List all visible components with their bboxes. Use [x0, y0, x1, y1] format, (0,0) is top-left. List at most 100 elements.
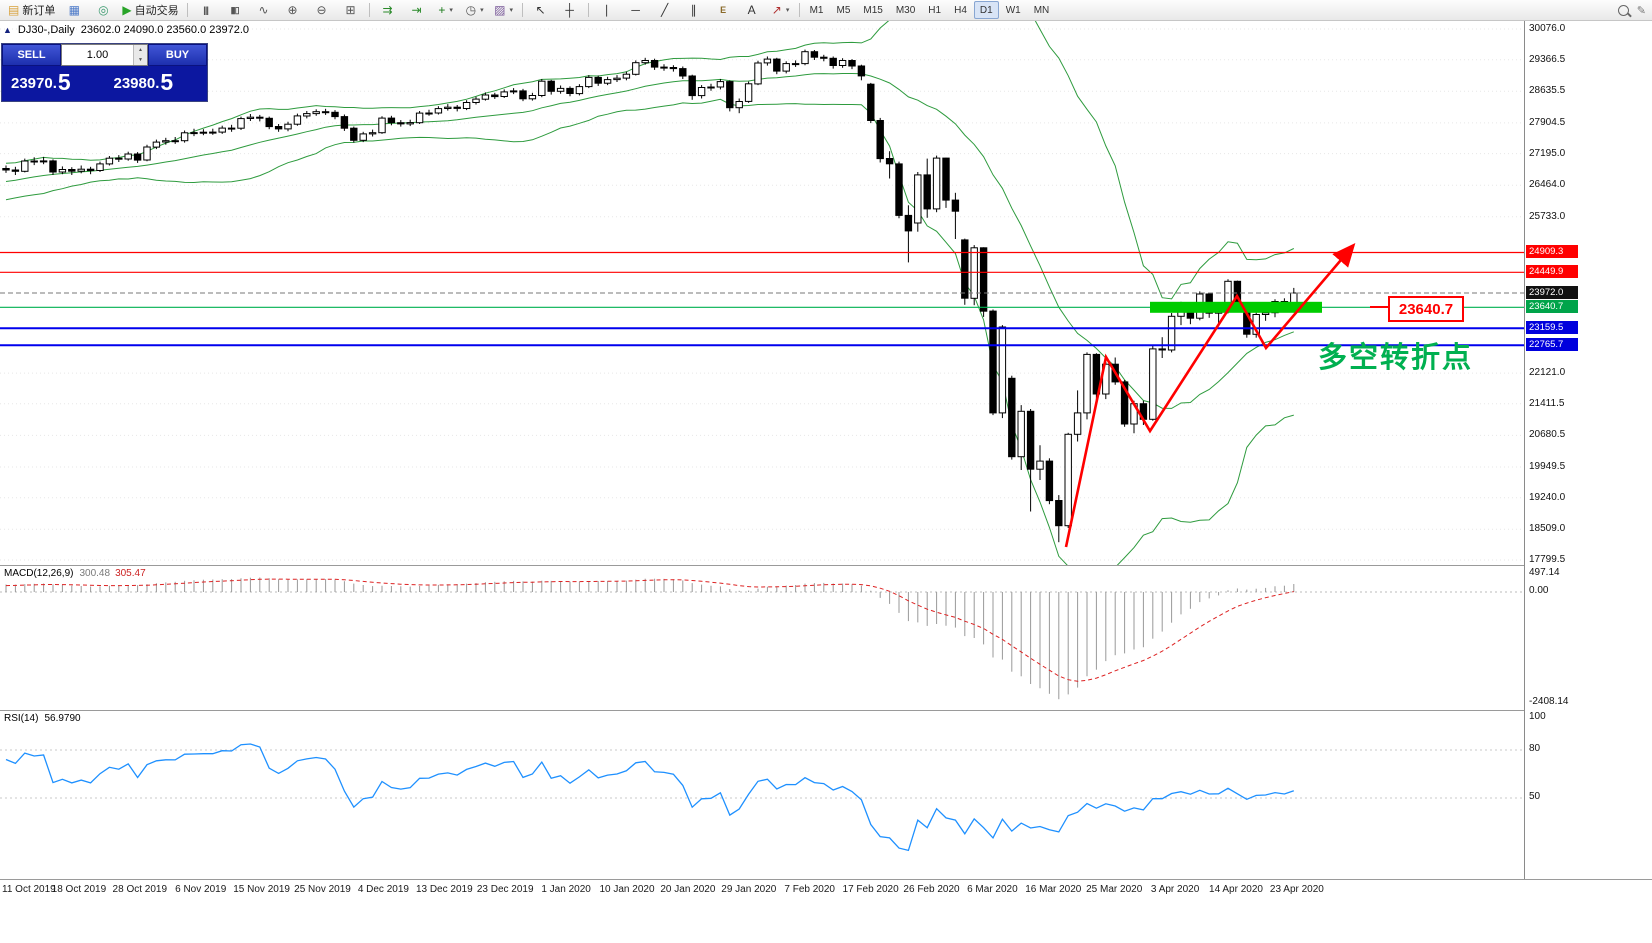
volume-value[interactable]: 1.00: [86, 49, 109, 61]
sell-price-display[interactable]: 23970. 5: [2, 66, 105, 101]
bull-candle: [124, 153, 132, 160]
price-axis-tick: 29366.5: [1529, 53, 1566, 65]
support-zone-rectangle[interactable]: [1150, 301, 1322, 313]
buy-price-main: 23980.: [113, 75, 160, 92]
fibonacci-icon[interactable]: E: [709, 0, 737, 20]
bear-candle: [829, 57, 837, 66]
charts-window-icon[interactable]: ▦: [60, 0, 88, 20]
price-axis[interactable]: 30076.0 29366.5 28635.5 27904.5 27195.0 26464…: [1524, 20, 1652, 879]
bear-candle: [274, 126, 283, 130]
zoom-out-icon[interactable]: ⊖: [308, 0, 336, 20]
search-icon[interactable]: [1617, 4, 1629, 16]
buy-price-display[interactable]: 23980. 5: [105, 66, 208, 101]
candlestick-chart-icon[interactable]: ▮▯: [221, 0, 249, 20]
bear-candle: [397, 122, 405, 125]
zoom-in-icon-glyph: ⊕: [287, 3, 298, 17]
templates-icon[interactable]: ▨ ▾: [490, 0, 518, 20]
rsi-indicator-canvas[interactable]: [0, 711, 1524, 879]
timeframe-button-m30[interactable]: M30: [895, 4, 916, 16]
timeframe-button-m5[interactable]: M5: [836, 4, 851, 16]
tile-windows-icon[interactable]: ⊞: [337, 0, 365, 20]
timeframe-button-m15[interactable]: M15: [863, 4, 883, 16]
bull-candle: [838, 60, 847, 66]
timeframe-button-m1[interactable]: M1: [809, 4, 824, 16]
crosshair-icon[interactable]: ┼: [556, 0, 584, 20]
timeframe-button-h4[interactable]: H4: [954, 4, 967, 16]
auto-trading-button[interactable]: ▶ 自动交易: [118, 0, 182, 20]
horizontal-line-icon[interactable]: ─: [622, 0, 650, 20]
macd-signal-line: [5, 578, 1294, 682]
bull-candle: [763, 58, 772, 64]
timeframe-button-w1[interactable]: W1: [1005, 4, 1021, 16]
indicators-icon[interactable]: + ▾: [432, 0, 460, 20]
toolbar-right-group: ✎: [1617, 4, 1652, 17]
price-axis-tick: 21411.5: [1529, 397, 1565, 409]
periods-icon-glyph: ◷: [465, 3, 477, 17]
timeframe-button-d1[interactable]: D1: [973, 1, 999, 19]
time-axis-label: 15 Nov 2019: [233, 884, 290, 895]
caret-down-icon: ▾: [509, 7, 513, 14]
price-axis-tick: 26464.0: [1529, 179, 1566, 191]
trend-zigzag-arrow[interactable]: [1064, 243, 1356, 548]
trendline-icon[interactable]: ╱: [651, 0, 679, 20]
bull-candle: [1261, 312, 1270, 315]
bear-candle: [547, 80, 555, 92]
sell-button[interactable]: SELL: [2, 44, 61, 66]
arrows-tool-icon-glyph: ↗: [771, 3, 782, 17]
bear-candle: [848, 60, 856, 67]
timeframe-button-mn[interactable]: MN: [1033, 4, 1050, 16]
price-line-badge: 23640.7: [1526, 300, 1578, 314]
market-watch-icon-glyph: ◎: [98, 3, 109, 17]
zoom-in-icon[interactable]: ⊕: [279, 0, 307, 20]
bear-candle: [961, 239, 969, 299]
bear-candle: [791, 63, 800, 66]
bull-candle: [21, 160, 29, 172]
bull-candle: [1083, 353, 1091, 414]
line-chart-icon[interactable]: ∿: [250, 0, 278, 20]
market-watch-icon[interactable]: ◎: [89, 0, 117, 20]
bear-candle: [951, 199, 960, 212]
rsi-panel-divider[interactable]: [0, 710, 1524, 711]
macd-indicator-canvas[interactable]: [0, 566, 1524, 710]
one-click-panel-toggle[interactable]: ▲: [3, 25, 12, 35]
buy-button[interactable]: BUY: [148, 44, 207, 66]
bull-candle: [472, 98, 480, 103]
vertical-line-icon[interactable]: ∣: [593, 0, 621, 20]
bull-candle: [697, 87, 706, 97]
bull-candle: [105, 157, 114, 165]
time-axis-label: 6 Nov 2019: [175, 884, 227, 895]
periods-icon[interactable]: ◷ ▾: [461, 0, 489, 20]
new-order-button[interactable]: ▤ 新订单: [4, 0, 59, 20]
time-axis-label: 25 Nov 2019: [294, 884, 351, 895]
rsi-axis-50: 50: [1529, 791, 1541, 802]
bear-candle: [885, 158, 894, 165]
timeframe-button-h1[interactable]: H1: [928, 4, 942, 16]
time-axis-label: 28 Oct 2019: [112, 884, 168, 895]
edit-icon[interactable]: ✎: [1636, 4, 1646, 17]
text-tool-icon[interactable]: A: [738, 0, 766, 20]
chart-shift-icon[interactable]: ⇥: [403, 0, 431, 20]
cursor-icon[interactable]: ↖: [527, 0, 555, 20]
macd-panel-divider[interactable]: [0, 565, 1524, 566]
channel-icon[interactable]: ∥: [680, 0, 708, 20]
volume-increase-button[interactable]: ▲: [134, 45, 147, 55]
auto-scroll-icon[interactable]: ⇉: [374, 0, 402, 20]
arrows-tool-icon[interactable]: ↗ ▾: [767, 0, 795, 20]
bear-candle: [2, 168, 10, 171]
time-axis[interactable]: 11 Oct 2019 18 Oct 2019 28 Oct 2019 6 Nov 2…: [0, 879, 1652, 901]
auto-scroll-icon-glyph: ⇉: [382, 3, 393, 17]
bar-chart-icon[interactable]: |||: [192, 0, 220, 20]
price-chart-canvas[interactable]: [0, 20, 1524, 565]
bull-candle: [754, 62, 762, 85]
turning-point-annotation[interactable]: 多空转折点: [1318, 340, 1474, 374]
volume-decrease-button[interactable]: ▼: [134, 55, 147, 65]
toolbar-button-group: ▤ 新订单 ▦ ◎ ▶ 自动交易 ||| ▮▯ ∿ ⊕ ⊖ ⊞ ⇉ ⇥ + ▾ ◷ ▾ ▨ ▾ ↖ ┼ ∣ ─ ╱ ∥ E A ↗ ▾: [4, 0, 803, 20]
bear-candle: [810, 51, 819, 58]
price-line-badge: 24909.3: [1526, 245, 1578, 259]
volume-spinner: ▲ ▼: [133, 45, 147, 65]
bear-candle: [773, 58, 781, 72]
price-callout-box[interactable]: 23640.7: [1388, 296, 1464, 322]
macd-main-value: 300.48: [79, 568, 111, 579]
bollinger-upper-band: [5, 20, 1295, 300]
volume-input[interactable]: 1.00 ▲ ▼: [61, 44, 148, 66]
